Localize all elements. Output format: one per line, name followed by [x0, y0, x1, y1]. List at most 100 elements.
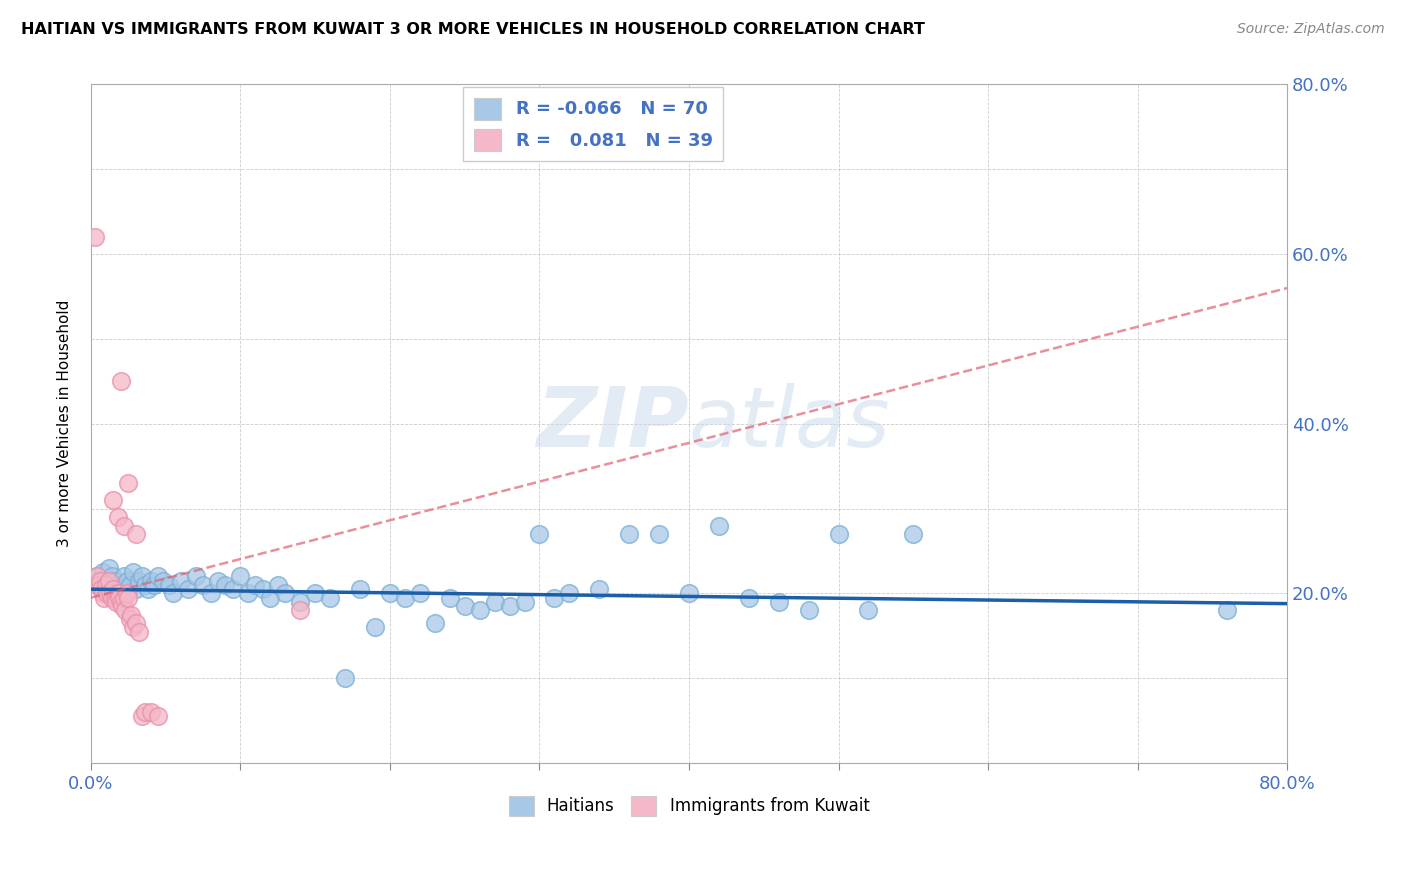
- Point: [394, 591, 416, 605]
- Point: [319, 591, 342, 605]
- Y-axis label: 3 or more Vehicles in Household: 3 or more Vehicles in Household: [58, 300, 72, 548]
- Point: [134, 705, 156, 719]
- Point: [125, 527, 148, 541]
- Point: [252, 582, 274, 597]
- Point: [84, 230, 107, 244]
- Point: [290, 603, 312, 617]
- Point: [107, 578, 129, 592]
- Point: [121, 620, 143, 634]
- Point: [333, 671, 356, 685]
- Point: [131, 709, 153, 723]
- Point: [768, 595, 790, 609]
- Point: [558, 586, 581, 600]
- Point: [236, 586, 259, 600]
- Point: [142, 578, 165, 592]
- Point: [214, 578, 236, 592]
- Point: [290, 595, 312, 609]
- Point: [118, 612, 141, 626]
- Point: [177, 582, 200, 597]
- Point: [107, 510, 129, 524]
- Point: [468, 603, 491, 617]
- Point: [245, 578, 267, 592]
- Point: [409, 586, 432, 600]
- Point: [94, 574, 117, 588]
- Point: [117, 476, 139, 491]
- Point: [125, 616, 148, 631]
- Point: [707, 518, 730, 533]
- Point: [101, 591, 124, 605]
- Point: [229, 569, 252, 583]
- Point: [86, 569, 108, 583]
- Point: [128, 624, 150, 639]
- Point: [110, 375, 132, 389]
- Point: [148, 709, 170, 723]
- Point: [738, 591, 761, 605]
- Text: HAITIAN VS IMMIGRANTS FROM KUWAIT 3 OR MORE VEHICLES IN HOUSEHOLD CORRELATION CH: HAITIAN VS IMMIGRANTS FROM KUWAIT 3 OR M…: [21, 22, 925, 37]
- Point: [207, 574, 229, 588]
- Text: atlas: atlas: [689, 384, 890, 464]
- Point: [120, 607, 142, 622]
- Point: [98, 586, 121, 600]
- Point: [139, 574, 162, 588]
- Point: [94, 578, 117, 592]
- Point: [454, 599, 477, 614]
- Point: [115, 586, 138, 600]
- Point: [103, 493, 125, 508]
- Point: [267, 578, 290, 592]
- Point: [169, 574, 191, 588]
- Point: [136, 582, 159, 597]
- Point: [191, 578, 214, 592]
- Point: [1216, 603, 1239, 617]
- Point: [89, 574, 111, 588]
- Point: [274, 586, 297, 600]
- Point: [112, 518, 135, 533]
- Point: [86, 569, 108, 583]
- Point: [93, 591, 115, 605]
- Point: [97, 574, 120, 588]
- Point: [678, 586, 700, 600]
- Point: [378, 586, 401, 600]
- Point: [304, 586, 326, 600]
- Point: [110, 582, 132, 597]
- Text: ZIP: ZIP: [536, 384, 689, 464]
- Point: [96, 586, 118, 600]
- Point: [484, 595, 506, 609]
- Point: [498, 599, 520, 614]
- Point: [110, 595, 132, 609]
- Point: [222, 582, 245, 597]
- Point: [104, 574, 127, 588]
- Point: [111, 599, 134, 614]
- Point: [118, 578, 141, 592]
- Point: [827, 527, 849, 541]
- Point: [139, 705, 162, 719]
- Point: [131, 569, 153, 583]
- Point: [184, 569, 207, 583]
- Point: [588, 582, 610, 597]
- Point: [114, 603, 136, 617]
- Text: Source: ZipAtlas.com: Source: ZipAtlas.com: [1237, 22, 1385, 37]
- Point: [128, 574, 150, 588]
- Point: [117, 591, 139, 605]
- Point: [529, 527, 551, 541]
- Point: [543, 591, 565, 605]
- Point: [619, 527, 641, 541]
- Point: [162, 586, 184, 600]
- Point: [423, 616, 446, 631]
- Point: [157, 578, 180, 592]
- Point: [101, 569, 124, 583]
- Point: [108, 591, 131, 605]
- Point: [152, 574, 174, 588]
- Point: [112, 569, 135, 583]
- Point: [104, 591, 127, 605]
- Point: [513, 595, 536, 609]
- Point: [648, 527, 671, 541]
- Point: [115, 574, 138, 588]
- Point: [91, 586, 114, 600]
- Point: [121, 566, 143, 580]
- Point: [903, 527, 925, 541]
- Point: [91, 566, 114, 580]
- Point: [364, 620, 387, 634]
- Point: [797, 603, 820, 617]
- Point: [259, 591, 281, 605]
- Point: [89, 578, 111, 592]
